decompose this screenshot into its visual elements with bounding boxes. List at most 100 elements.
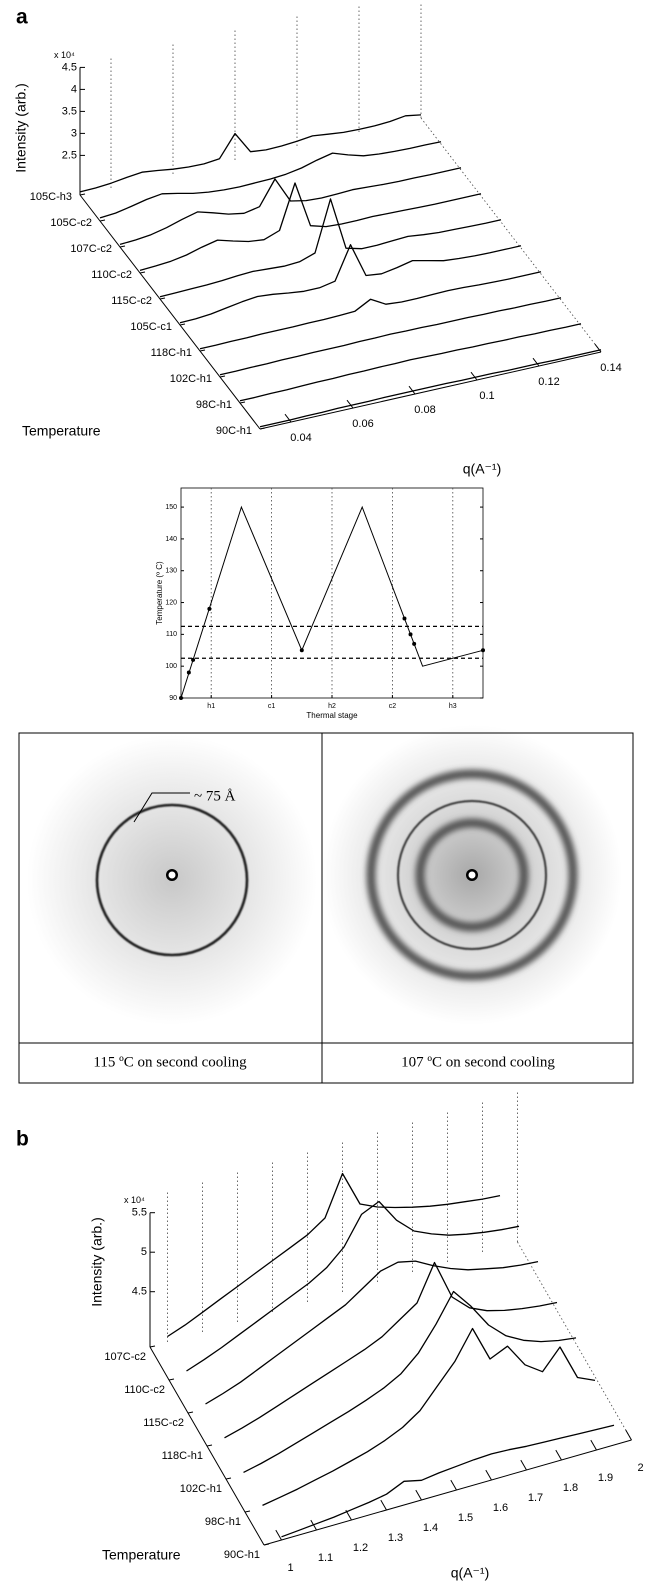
x-label: Thermal stage bbox=[306, 711, 358, 720]
table-border bbox=[18, 732, 634, 1084]
row-tick bbox=[139, 271, 146, 274]
line bbox=[180, 505, 484, 699]
row-label: 98C-h1 bbox=[196, 399, 232, 411]
curve bbox=[205, 1260, 539, 1405]
z-multiplier: x 10⁴ bbox=[124, 1195, 145, 1205]
z-tick-label: 4 bbox=[71, 83, 77, 95]
x-label: q(A⁻¹) bbox=[451, 1565, 490, 1581]
row-axis-label: Temperature bbox=[22, 423, 101, 439]
curve bbox=[167, 1172, 501, 1338]
x-tick-label: 1.2 bbox=[353, 1542, 368, 1554]
x-tick bbox=[380, 1499, 387, 1511]
marker bbox=[408, 632, 413, 637]
row-tick bbox=[187, 1411, 194, 1414]
y-tick-label: 130 bbox=[165, 568, 177, 575]
panel-label: a bbox=[16, 6, 28, 29]
x-axis bbox=[259, 351, 602, 430]
row-label: 110C-c2 bbox=[91, 269, 132, 281]
curve bbox=[259, 349, 602, 428]
x-tick bbox=[485, 1469, 492, 1481]
x-tick-label: 1.1 bbox=[318, 1552, 333, 1564]
row-label: 107C-c2 bbox=[70, 243, 112, 255]
x-tick-label: 1.9 bbox=[598, 1472, 613, 1484]
row-tick bbox=[179, 323, 186, 326]
x-tick bbox=[594, 343, 602, 353]
ring bbox=[95, 803, 249, 957]
y-tick-label: 150 bbox=[165, 504, 177, 511]
z-tick-label: 4.5 bbox=[132, 1286, 147, 1298]
annotation: ~ 75 Å bbox=[194, 788, 236, 804]
beam-stop bbox=[168, 871, 176, 879]
x-tick-label: 0.12 bbox=[538, 376, 559, 388]
curve bbox=[281, 1424, 615, 1538]
x-tick-label: 1.5 bbox=[458, 1512, 473, 1524]
x-tick bbox=[590, 1439, 597, 1451]
x-tick-label: c1 bbox=[268, 703, 276, 710]
y-label: Temperature (º C) bbox=[155, 561, 164, 625]
x-tick bbox=[520, 1459, 527, 1471]
y-tick-label: 120 bbox=[165, 599, 177, 606]
x-tick-label: 1.4 bbox=[423, 1522, 438, 1534]
x-tick bbox=[408, 385, 416, 395]
z-multiplier: x 10⁴ bbox=[54, 50, 75, 60]
x-tick-label: h1 bbox=[207, 703, 215, 710]
x-tick bbox=[346, 399, 354, 409]
x-tick-label: c2 bbox=[389, 703, 397, 710]
y-tick-label: 140 bbox=[165, 536, 177, 543]
x-tick bbox=[625, 1429, 632, 1441]
row-label: 102C-h1 bbox=[180, 1483, 222, 1495]
row-label: 115C-c2 bbox=[143, 1417, 184, 1429]
row-tick bbox=[149, 1345, 156, 1348]
x-tick-label: 1.7 bbox=[528, 1492, 543, 1504]
row-tick bbox=[219, 375, 226, 378]
row-label: 90C-h1 bbox=[224, 1549, 260, 1561]
curve bbox=[239, 323, 582, 402]
ring bbox=[366, 769, 578, 981]
caption: 115 ºC on second cooling bbox=[93, 1054, 247, 1070]
curve bbox=[79, 114, 422, 193]
z-tick-label: 3.5 bbox=[62, 105, 77, 117]
grid-edge bbox=[420, 117, 602, 353]
row-tick bbox=[159, 297, 166, 300]
curve bbox=[139, 182, 482, 272]
x-tick bbox=[555, 1449, 562, 1461]
row-label: 105C-c1 bbox=[130, 321, 172, 333]
row-axis-label: Temperature bbox=[102, 1547, 181, 1563]
x-tick bbox=[275, 1529, 282, 1541]
row-tick bbox=[239, 401, 246, 404]
diffraction-panel: ~ 75 Å 115 ºC on second cooling 107 ºC o… bbox=[18, 725, 634, 1084]
x-tick-label: h3 bbox=[449, 703, 457, 710]
x-tick-label: 1.8 bbox=[563, 1482, 578, 1494]
x-tick bbox=[284, 413, 292, 423]
caption: 107 ºC on second cooling bbox=[401, 1054, 555, 1070]
z-label: Intensity (arb.) bbox=[13, 83, 29, 172]
x-tick-label: 0.06 bbox=[352, 418, 373, 430]
row-label: 105C-h3 bbox=[30, 191, 72, 203]
x-tick bbox=[450, 1479, 457, 1491]
curve bbox=[119, 167, 462, 246]
curve bbox=[219, 297, 562, 376]
row-axis bbox=[79, 194, 261, 430]
row-tick bbox=[199, 349, 206, 352]
marker bbox=[402, 616, 407, 621]
row-tick bbox=[168, 1378, 175, 1381]
row-tick bbox=[244, 1510, 251, 1513]
curve bbox=[179, 244, 522, 324]
z-tick-label: 5 bbox=[141, 1246, 147, 1258]
z-tick-label: 2.5 bbox=[62, 149, 77, 161]
y-tick-label: 100 bbox=[165, 663, 177, 670]
x-tick-label: 1.6 bbox=[493, 1502, 508, 1514]
x-label: q(A⁻¹) bbox=[463, 461, 502, 477]
marker bbox=[207, 606, 212, 611]
curve bbox=[159, 198, 502, 298]
row-label: 110C-c2 bbox=[124, 1384, 165, 1396]
x-tick-label: 1.3 bbox=[388, 1532, 403, 1544]
row-label: 118C-h1 bbox=[162, 1450, 203, 1462]
marker bbox=[481, 648, 485, 653]
beam-stop bbox=[468, 871, 476, 879]
marker bbox=[191, 657, 196, 662]
row-label: 98C-h1 bbox=[205, 1516, 241, 1528]
marker bbox=[299, 648, 304, 653]
x-tick-label: 1 bbox=[287, 1562, 293, 1574]
curve bbox=[99, 141, 442, 219]
